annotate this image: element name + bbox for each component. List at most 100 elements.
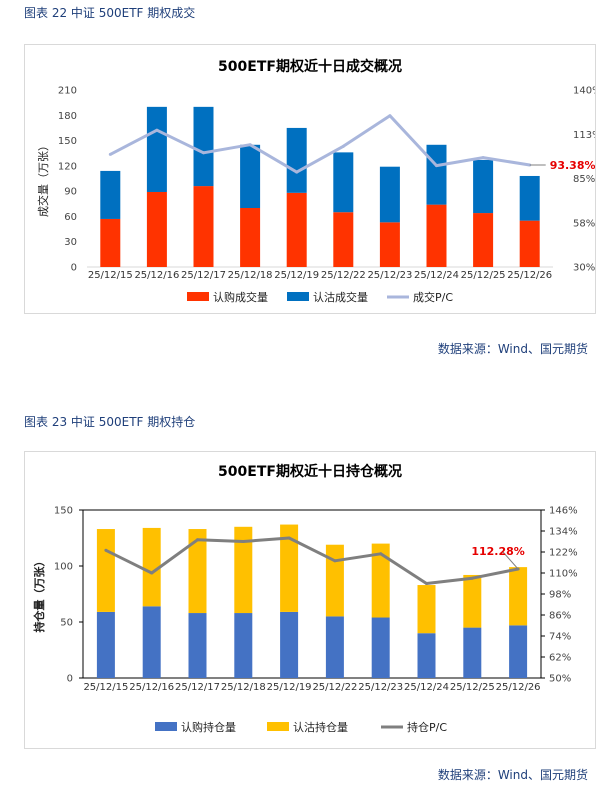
call-bar [417, 633, 436, 678]
legend-swatch [267, 722, 289, 731]
trading-volume-chart-svg: 500ETF期权近十日成交概况 0 30 60 90 120 150 180 210 30% 58%… [36, 58, 595, 304]
call-bar [519, 220, 540, 267]
put-bar [280, 524, 299, 612]
x-tick-label: 25/12/19 [274, 270, 319, 281]
legend-label: 成交P/C [413, 290, 453, 304]
trading-volume-chart: 500ETF期权近十日成交概况 0 30 60 90 120 150 180 210 30% 58%… [24, 44, 596, 314]
pc-ratio-point [150, 571, 154, 575]
y2-tick-label: 122% [549, 548, 578, 559]
put-bar [286, 127, 307, 193]
open-interest-chart: 500ETF期权近十日持仓概况 0 50 100 150 50% 62% 74% 86% 98% 1… [24, 451, 596, 749]
pc-ratio-point [388, 114, 392, 118]
x-tick-label: 25/12/17 [181, 270, 226, 281]
put-bar [96, 529, 115, 612]
pc-ratio-point [202, 151, 205, 155]
x-tick-label: 25/12/15 [83, 682, 128, 693]
pc-ratio-point [379, 552, 383, 556]
pc-ratio-point [287, 536, 291, 540]
call-bar [240, 208, 261, 267]
call-bar [234, 613, 253, 678]
x-tick-label: 25/12/26 [496, 682, 541, 693]
x-tick-label: 25/12/17 [175, 682, 220, 693]
y2-tick-label: 74% [549, 632, 571, 643]
x-tick-label: 25/12/24 [404, 682, 449, 693]
x-tick-label: 25/12/23 [367, 270, 412, 281]
x-tick-label: 25/12/18 [228, 270, 273, 281]
pc-ratio-point [333, 559, 337, 563]
pc-ratio-point [435, 164, 438, 168]
pc-ratio-point [196, 538, 199, 542]
call-bar [146, 191, 167, 267]
data-source-2: 数据来源：Wind、国元期货 [437, 768, 588, 782]
y2-tick-label: 146% [549, 506, 578, 517]
x-tick-label: 25/12/24 [414, 270, 459, 281]
y2-tick-label: 134% [549, 527, 578, 538]
y2-tick-label: 50% [549, 674, 571, 685]
y2-tick-label: 85% [573, 174, 595, 185]
y-tick-label: 150 [58, 136, 77, 147]
chart-title: 500ETF期权近十日成交概况 [218, 58, 402, 75]
y-tick-label: 210 [58, 86, 77, 97]
y-tick-label: 150 [54, 506, 73, 517]
put-bar [325, 544, 344, 617]
x-tick-label: 25/12/22 [321, 270, 366, 281]
call-bar [100, 218, 121, 267]
y2-tick-label: 98% [549, 590, 571, 601]
pc-ratio-point [241, 540, 245, 543]
x-tick-label: 25/12/18 [221, 682, 266, 693]
x-tick-label: 25/12/25 [461, 270, 506, 281]
y2-tick-label: 86% [549, 611, 571, 622]
y2-tick-label: 30% [573, 263, 595, 274]
put-bar [333, 152, 354, 213]
pc-ratio-point [108, 152, 112, 156]
y-tick-label: 100 [54, 562, 73, 573]
put-bar [426, 144, 447, 205]
x-tick-label: 25/12/19 [267, 682, 312, 693]
y-tick-label: 90 [64, 187, 77, 198]
y-tick-label: 60 [64, 212, 77, 223]
put-bar [193, 106, 214, 187]
put-bar [473, 159, 494, 214]
put-bar [240, 144, 261, 208]
call-bar [426, 204, 447, 267]
call-bar [280, 611, 299, 678]
y2-tick-label: 110% [549, 569, 578, 580]
pc-ratio-point [481, 156, 485, 160]
y2-tick-label: 140% [573, 86, 595, 97]
data-source-1: 数据来源：Wind、国元期货 [437, 342, 588, 356]
y-tick-label: 50 [60, 618, 73, 629]
call-bar [379, 222, 400, 267]
pc-ratio-point [155, 128, 159, 132]
put-bar [234, 526, 253, 614]
figure-caption-2: 图表 23 中证 500ETF 期权持仓 [24, 415, 196, 429]
pc-ratio-point [248, 143, 252, 147]
y-tick-label: 180 [58, 111, 77, 122]
y2-tick-label: 58% [573, 218, 595, 229]
call-bar [286, 192, 307, 267]
last-value-label: 112.28% [471, 545, 524, 558]
y-axis-label: 成交量（万张） [36, 140, 50, 217]
y-tick-label: 0 [67, 674, 73, 685]
pc-ratio-line [109, 114, 530, 174]
x-tick-label: 25/12/23 [358, 682, 403, 693]
put-bar [142, 527, 161, 607]
open-interest-chart-svg: 500ETF期权近十日持仓概况 0 50 100 150 50% 62% 74% 86% 98% 1… [32, 463, 578, 734]
y-axis-label: 持仓量（万张） [32, 556, 46, 633]
put-bar [100, 170, 121, 219]
last-value-leader [501, 550, 519, 570]
x-tick-label: 25/12/16 [129, 682, 174, 693]
y-tick-label: 120 [58, 161, 77, 172]
pc-ratio-point [295, 170, 299, 174]
y-tick-label: 30 [64, 237, 77, 248]
put-bar [509, 567, 528, 626]
x-tick-label: 25/12/16 [134, 270, 179, 281]
legend-label: 认沽成交量 [313, 290, 368, 304]
call-bar [193, 186, 214, 267]
x-tick-label: 25/12/15 [88, 270, 133, 281]
pc-ratio-point [341, 144, 345, 148]
call-bar [325, 616, 344, 678]
put-bar [146, 106, 167, 192]
pc-ratio-point [104, 548, 108, 552]
call-bar [463, 627, 482, 678]
y2-tick-label: 62% [549, 653, 571, 664]
